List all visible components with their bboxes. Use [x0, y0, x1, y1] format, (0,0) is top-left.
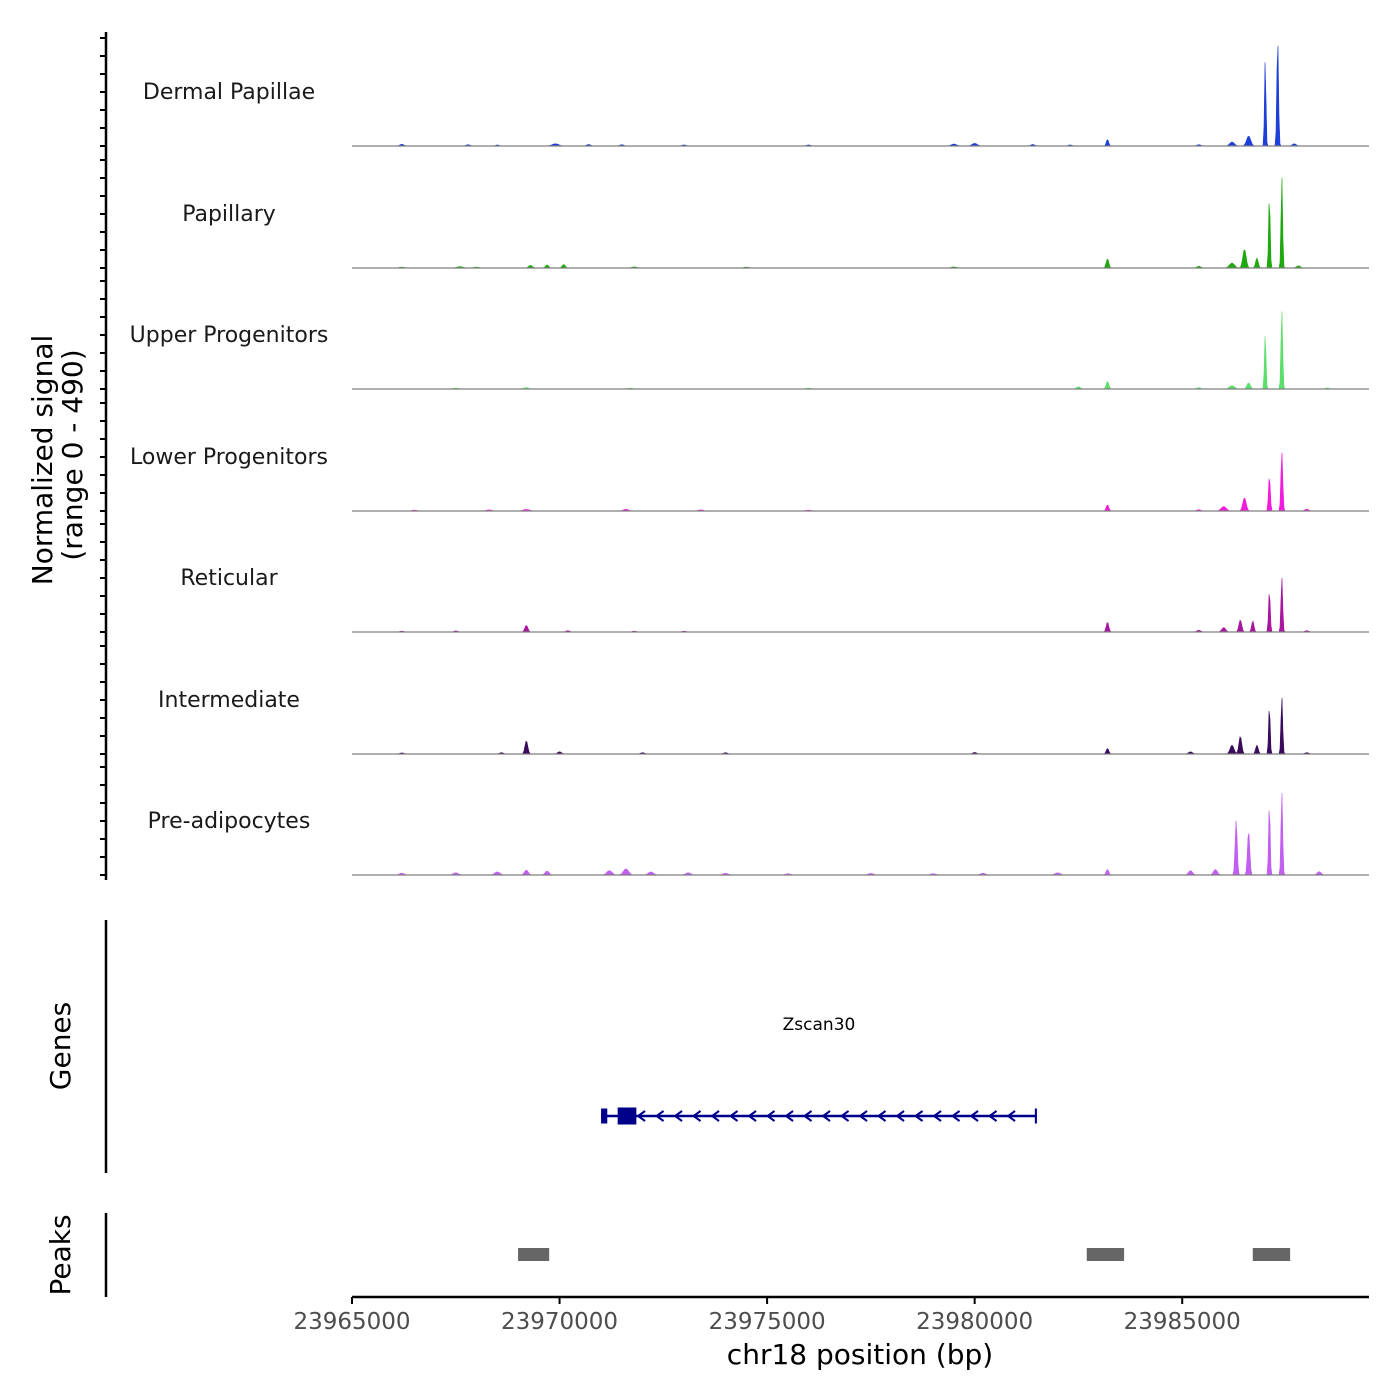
track-label-lower-progenitors: Lower Progenitors [130, 445, 328, 470]
gene-strand-arrow [654, 1110, 665, 1122]
track-label-pre-adipocytes: Pre-adipocytes [148, 809, 311, 834]
gene-strand-arrow [858, 1110, 868, 1122]
track-label-papillary: Papillary [182, 202, 276, 227]
gene-strand-arrow [784, 1110, 794, 1122]
gene-strand-arrow [839, 1110, 850, 1122]
peak-region [1086, 1248, 1125, 1261]
coverage-area-reticular [352, 578, 1369, 633]
x-tick-label: 23970000 [501, 1309, 618, 1335]
gene-strand-arrow [710, 1110, 720, 1122]
gene-strand-arrow [765, 1110, 776, 1122]
genes-axis-title: Genes [44, 1002, 77, 1090]
gene-strand-arrow [895, 1110, 905, 1122]
x-tick-label: 23980000 [916, 1309, 1033, 1335]
track-label-upper-progenitors: Upper Progenitors [130, 323, 329, 348]
track-label-intermediate: Intermediate [158, 688, 300, 713]
gene-exon [1034, 1108, 1037, 1124]
coverage-area-upper-progenitors [352, 311, 1369, 390]
coverage-area-lower-progenitors [352, 452, 1369, 512]
gene-label-zscan30: Zscan30 [783, 1015, 856, 1035]
coverage-area-pre-adipocytes [352, 793, 1369, 876]
x-tick-label: 23975000 [709, 1309, 826, 1335]
x-tick-label: 23965000 [293, 1309, 410, 1335]
gene-strand-arrow [932, 1110, 942, 1122]
gene-strand-arrow [876, 1110, 887, 1122]
coverage-tracks [352, 45, 1369, 876]
gene-strand-arrow [747, 1110, 757, 1122]
gene-strand-arrow [821, 1110, 831, 1122]
track-labels: Dermal Papillae Papillary Upper Progenit… [130, 80, 329, 834]
gene-strand-arrow [950, 1110, 961, 1122]
peak-region [518, 1248, 550, 1261]
gene-strand-arrow [913, 1110, 924, 1122]
x-tick-label: 23985000 [1124, 1309, 1241, 1335]
gene-strand-arrow [969, 1110, 979, 1122]
peak-region [1252, 1248, 1291, 1261]
peaks-layer [518, 1248, 1291, 1261]
gene-strand-arrow [636, 1110, 646, 1122]
y-axis-title: Normalized signal [26, 335, 59, 586]
gene-strand-arrow [802, 1110, 813, 1122]
gene-strand-arrow [691, 1110, 702, 1122]
coverage-area-papillary [352, 177, 1369, 269]
track-label-dermal-papillae: Dermal Papillae [143, 80, 315, 105]
coverage-area-dermal-papillae [352, 45, 1369, 147]
gene-strand-arrow [673, 1110, 683, 1122]
coverage-area-intermediate [352, 697, 1369, 755]
peaks-axis-title: Peaks [44, 1214, 77, 1295]
genes-layer: Zscan30 [601, 1015, 1037, 1125]
gene-strand-arrow [987, 1110, 998, 1122]
x-axis-ticks: 23965000 23970000 23975000 23980000 23985000 [293, 1297, 1241, 1335]
gene-strand-arrow [728, 1110, 739, 1122]
gene-exon [601, 1108, 608, 1124]
gene-exon [617, 1107, 637, 1125]
x-axis-title: chr18 position (bp) [727, 1338, 993, 1371]
gene-strand-arrow [1006, 1110, 1016, 1122]
track-label-reticular: Reticular [180, 566, 278, 591]
y-axis-subtitle: (range 0 - 490) [56, 349, 89, 560]
coverage-y-ticks [100, 37, 106, 876]
